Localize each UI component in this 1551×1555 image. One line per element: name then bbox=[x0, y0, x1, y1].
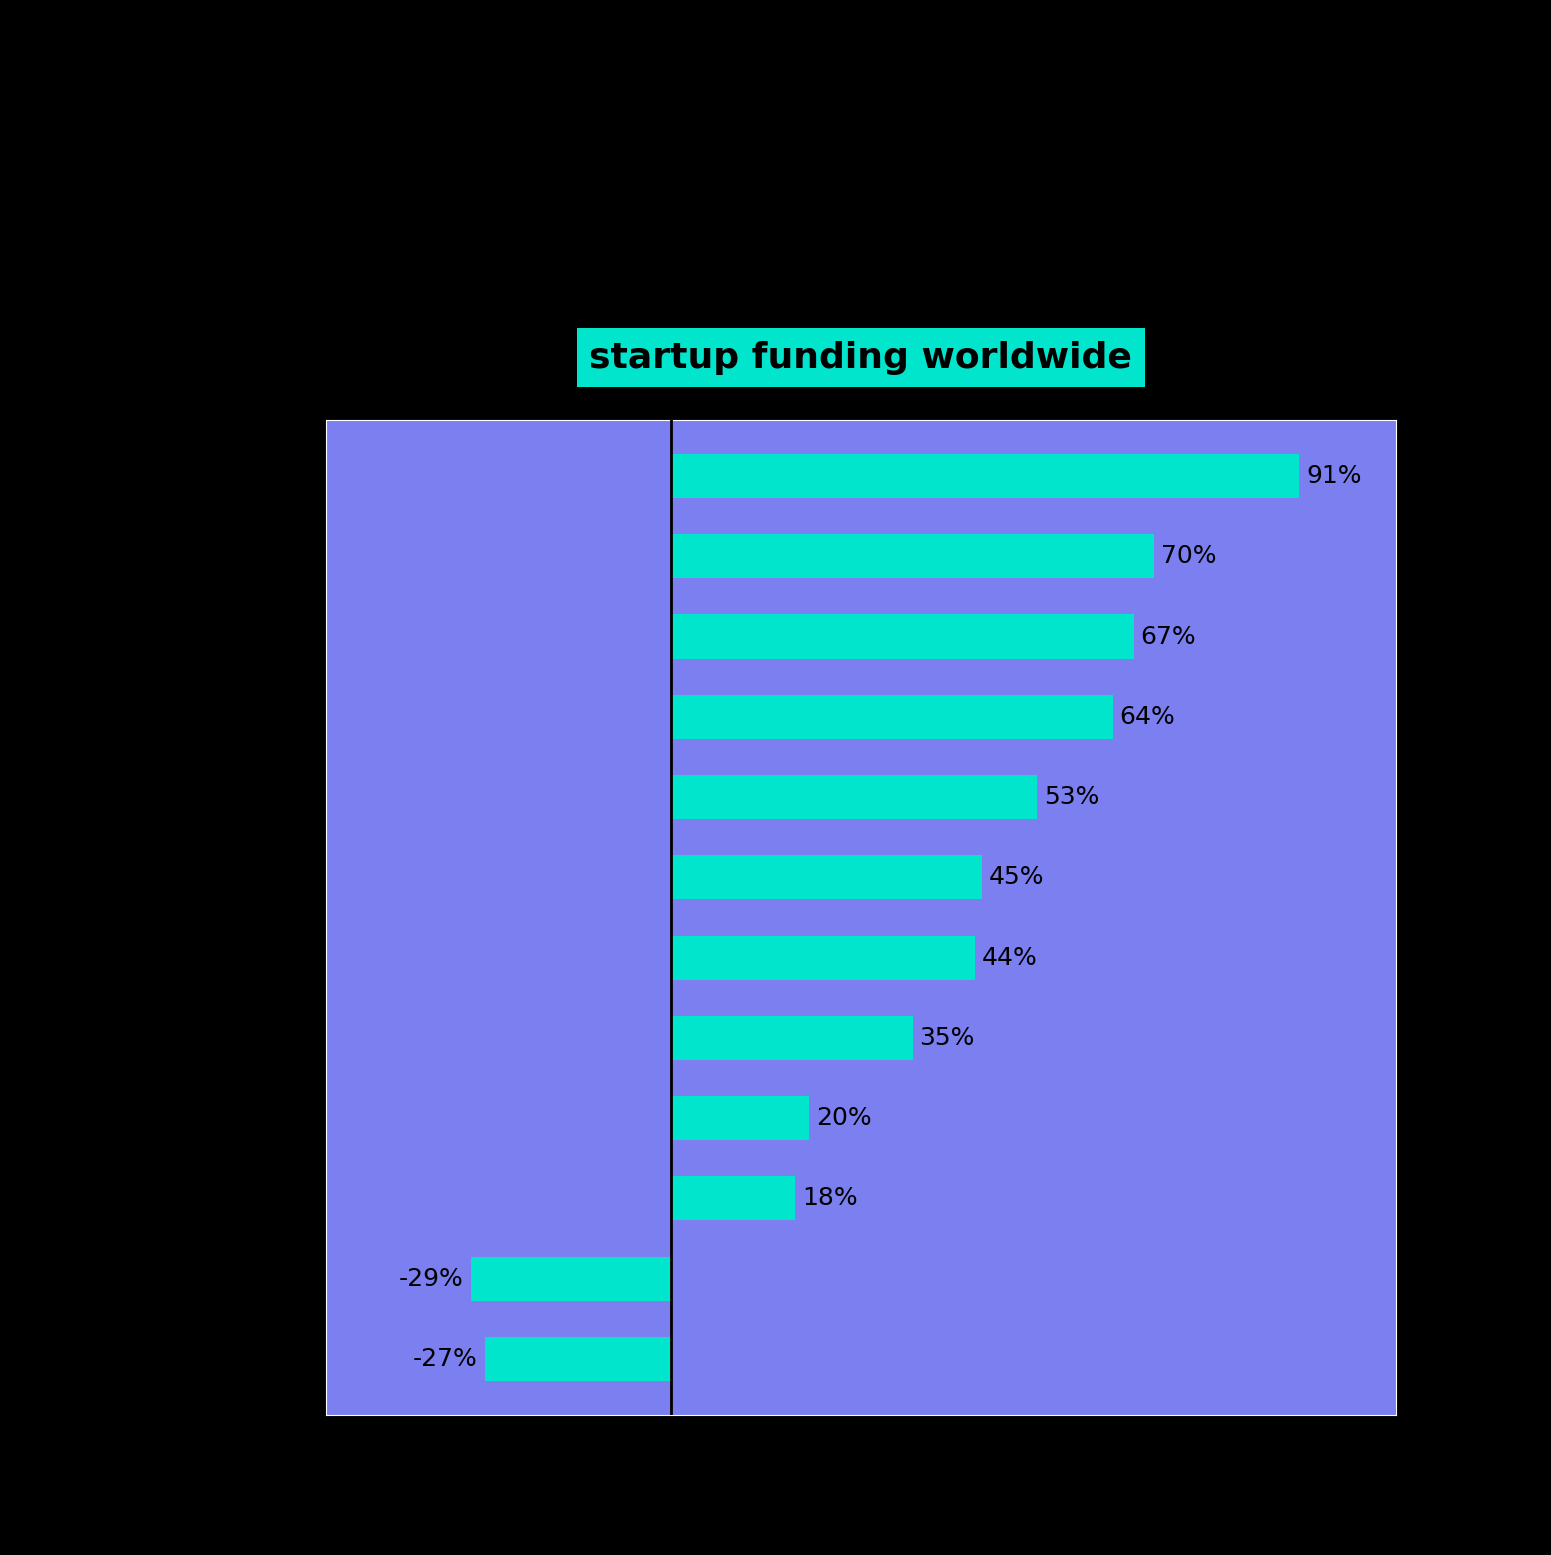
Bar bbox=[672, 535, 1154, 578]
Text: 45%: 45% bbox=[988, 865, 1044, 889]
Text: 44%: 44% bbox=[982, 945, 1038, 970]
Bar bbox=[672, 1096, 810, 1140]
Bar bbox=[672, 614, 1134, 659]
Bar bbox=[672, 1015, 912, 1061]
Bar bbox=[470, 1256, 672, 1300]
Text: 91%: 91% bbox=[1306, 463, 1362, 488]
Bar bbox=[672, 454, 1300, 498]
Text: 35%: 35% bbox=[920, 1026, 976, 1050]
Text: 70%: 70% bbox=[1162, 544, 1216, 568]
Text: 64%: 64% bbox=[1120, 704, 1176, 729]
Text: 67%: 67% bbox=[1140, 625, 1196, 648]
Bar bbox=[672, 936, 974, 980]
Text: 18%: 18% bbox=[802, 1186, 858, 1210]
Text: 53%: 53% bbox=[1044, 785, 1100, 809]
Text: 20%: 20% bbox=[816, 1106, 872, 1130]
Bar bbox=[672, 695, 1112, 739]
Bar bbox=[672, 1176, 796, 1221]
Text: -27%: -27% bbox=[413, 1347, 478, 1372]
Bar bbox=[484, 1337, 672, 1381]
Text: -29%: -29% bbox=[399, 1267, 464, 1291]
Bar bbox=[672, 855, 982, 899]
Text: startup funding worldwide: startup funding worldwide bbox=[589, 341, 1132, 375]
Bar bbox=[672, 774, 1038, 819]
